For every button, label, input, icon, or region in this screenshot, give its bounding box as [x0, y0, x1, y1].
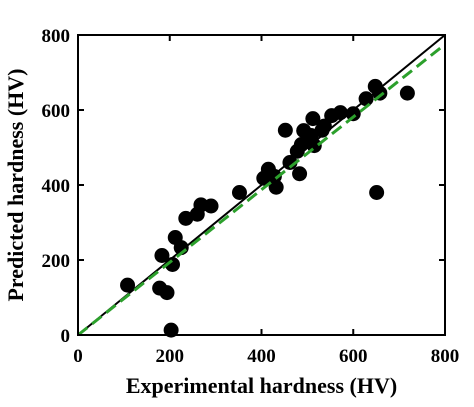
data-point	[345, 106, 361, 122]
data-point	[399, 85, 415, 101]
data-point	[268, 179, 284, 195]
x-tick-label: 600	[339, 346, 368, 367]
axis-ticks: 0 200 400 600 800 0 200 400 600 800	[42, 26, 460, 367]
identity-line	[78, 35, 445, 335]
data-point	[163, 322, 179, 338]
x-tick-label: 0	[73, 346, 83, 367]
data-point	[178, 210, 194, 226]
data-point	[154, 248, 170, 263]
data-point	[120, 277, 136, 293]
y-tick-label: 600	[42, 101, 71, 122]
data-point	[369, 185, 385, 200]
data-point	[372, 85, 388, 101]
y-axis-label: Predicted hardness (HV)	[3, 68, 28, 301]
data-point	[332, 105, 348, 121]
data-point	[231, 185, 247, 200]
y-tick-label: 0	[61, 326, 71, 347]
data-point	[159, 285, 175, 301]
plot-marks	[78, 35, 445, 338]
data-point	[277, 122, 293, 138]
x-tick-label: 800	[431, 346, 460, 367]
y-tick-label: 400	[42, 176, 71, 197]
data-point	[203, 198, 219, 214]
data-point	[292, 166, 308, 182]
x-tick-label: 400	[247, 346, 276, 367]
data-point	[305, 111, 321, 127]
x-axis-label: Experimental hardness (HV)	[126, 373, 397, 398]
x-tick-label: 200	[156, 346, 185, 367]
y-tick-label: 200	[42, 251, 71, 272]
fit-line	[78, 43, 445, 335]
y-tick-label: 800	[42, 26, 71, 47]
